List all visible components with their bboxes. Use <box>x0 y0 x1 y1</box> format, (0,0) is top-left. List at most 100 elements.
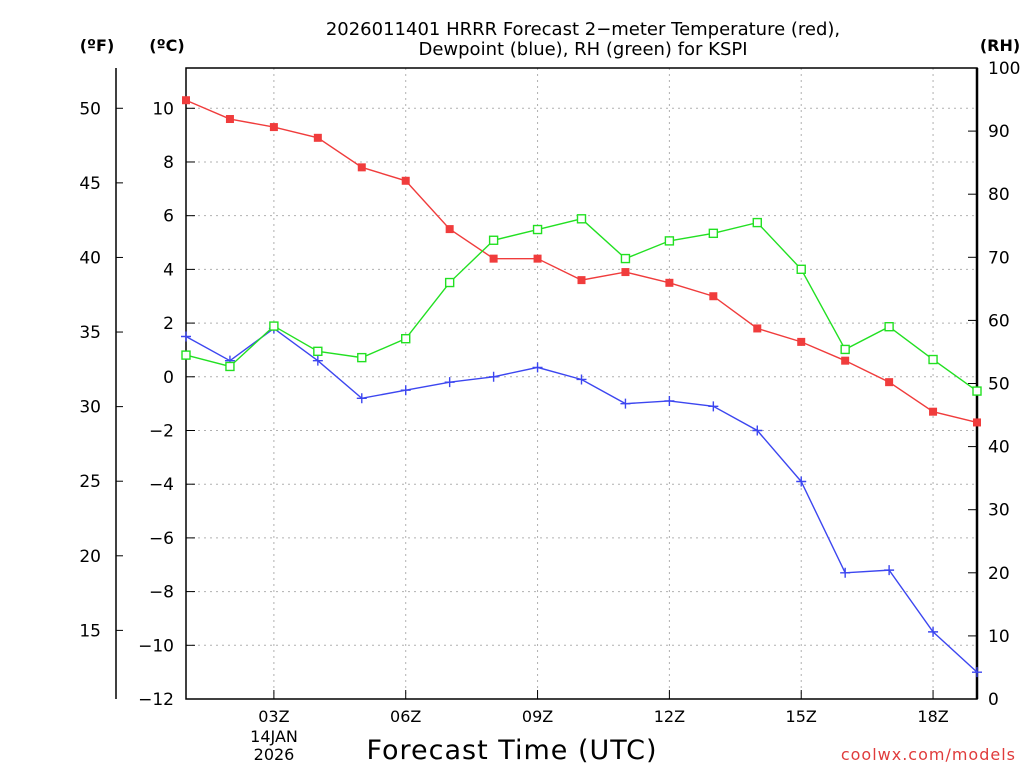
rh-tick-label: 80 <box>988 185 1010 205</box>
2-meter-temperature-point <box>269 123 278 132</box>
rh-point <box>620 253 631 264</box>
rh-point <box>357 352 367 363</box>
dewpoint-point <box>708 401 719 412</box>
celsius-tick-label: 4 <box>163 260 174 280</box>
rh-point <box>181 350 191 360</box>
rh-point <box>576 214 587 224</box>
dewpoint-point <box>356 393 367 404</box>
x-tick-label: 12Z <box>654 707 685 726</box>
2-meter-temperature-point <box>445 225 454 234</box>
date-label-year: 2026 <box>254 745 295 764</box>
chart-title-line-1: 2026011401 HRRR Forecast 2−meter Tempera… <box>326 19 840 40</box>
2-meter-temperature-point <box>797 337 806 346</box>
dewpoint-point <box>928 626 939 637</box>
fahrenheit-unit-label: (ºF) <box>80 36 115 55</box>
dewpoint-point <box>312 355 323 366</box>
2-meter-temperature-point <box>929 407 938 416</box>
celsius-tick-label: 10 <box>152 99 174 119</box>
dewpoint-point <box>576 374 587 385</box>
celsius-tick-label: −10 <box>138 636 174 656</box>
x-tick-label: 06Z <box>390 707 421 726</box>
rh-tick-label: 40 <box>988 438 1010 458</box>
x-tick-label: 09Z <box>522 707 553 726</box>
2-meter-temperature-point <box>973 418 981 427</box>
celsius-tick-label: 6 <box>163 207 174 227</box>
date-label-day: 14JAN <box>250 727 298 746</box>
rh-tick-label: 10 <box>988 627 1010 647</box>
rh-point <box>488 235 499 245</box>
dewpoint-point <box>796 476 807 487</box>
rh-tick-label: 70 <box>988 248 1010 268</box>
fahrenheit-tick-label: 40 <box>79 248 101 268</box>
rh-point <box>884 322 894 332</box>
rh-point <box>532 224 543 235</box>
dewpoint-point <box>664 395 675 406</box>
dewpoint-point <box>972 667 982 678</box>
dewpoint-point <box>444 377 455 388</box>
rh-point <box>796 264 806 274</box>
rh-point <box>313 346 323 357</box>
credit-label: coolwx.com/models <box>841 745 1016 764</box>
2-meter-temperature-point <box>665 278 674 287</box>
2-meter-temperature-series <box>182 96 981 427</box>
fahrenheit-tick-label: 45 <box>79 174 101 194</box>
chart-title-line-2: Dewpoint (blue), RH (green) for KSPI <box>418 39 747 60</box>
dewpoint-point <box>752 425 763 436</box>
rh-tick-label: 30 <box>988 501 1010 521</box>
celsius-tick-label: 2 <box>163 314 174 334</box>
fahrenheit-tick-label: 35 <box>79 323 101 343</box>
rh-point <box>708 228 719 239</box>
dewpoint-point <box>620 398 631 409</box>
x-axis-title: Forecast Time (UTC) <box>366 735 657 766</box>
rh-tick-label: 20 <box>988 564 1010 584</box>
fahrenheit-tick-label: 20 <box>79 547 101 567</box>
fahrenheit-tick-label: 50 <box>79 99 101 119</box>
celsius-tick-label: −12 <box>138 690 174 710</box>
celsius-tick-label: 0 <box>163 368 174 388</box>
dewpoint-point <box>181 331 191 342</box>
rh-point <box>972 386 982 396</box>
x-tick-label: 15Z <box>786 707 817 726</box>
rh-point <box>840 344 850 355</box>
2-meter-temperature-point <box>753 324 762 333</box>
rh-line <box>185 218 978 392</box>
2-meter-temperature-point <box>182 96 190 105</box>
2-meter-temperature-point <box>577 276 586 285</box>
2-meter-temperature-point <box>313 133 322 142</box>
dewpoint-point <box>488 371 499 382</box>
rh-tick-label: 0 <box>988 690 999 710</box>
2-meter-temperature-point <box>533 254 542 263</box>
celsius-tick-label: −4 <box>149 475 174 495</box>
rh-point <box>401 333 411 344</box>
fahrenheit-tick-label: 25 <box>79 472 101 492</box>
celsius-tick-label: −2 <box>149 421 174 441</box>
celsius-unit-label: (ºC) <box>149 36 184 55</box>
rh-series <box>181 214 982 396</box>
2-meter-temperature-point <box>489 254 498 263</box>
rh-point <box>928 354 938 365</box>
rh-point <box>664 236 675 246</box>
rh-point <box>225 361 235 372</box>
rh-unit-label: (RH) <box>980 36 1020 55</box>
x-tick-label: 18Z <box>917 707 948 726</box>
rh-tick-label: 90 <box>988 122 1010 142</box>
2-meter-temperature-point <box>225 115 234 124</box>
rh-tick-label: 100 <box>988 59 1020 79</box>
2-meter-temperature-line <box>185 99 978 424</box>
dewpoint-series <box>181 323 982 678</box>
2-meter-temperature-point <box>621 268 630 277</box>
rh-point <box>444 277 455 288</box>
dewpoint-point <box>532 362 543 373</box>
rh-point <box>269 321 279 331</box>
2-meter-temperature-point <box>709 292 718 301</box>
labels-group: 2026011401 HRRR Forecast 2−meter Tempera… <box>79 19 1020 766</box>
dewpoint-point <box>840 567 851 578</box>
celsius-tick-label: −6 <box>149 529 174 549</box>
x-tick-label: 03Z <box>258 707 289 726</box>
fahrenheit-tick-label: 15 <box>79 621 101 641</box>
rh-tick-label: 50 <box>988 375 1010 395</box>
dewpoint-point <box>400 385 411 396</box>
rh-tick-label: 60 <box>988 311 1010 331</box>
